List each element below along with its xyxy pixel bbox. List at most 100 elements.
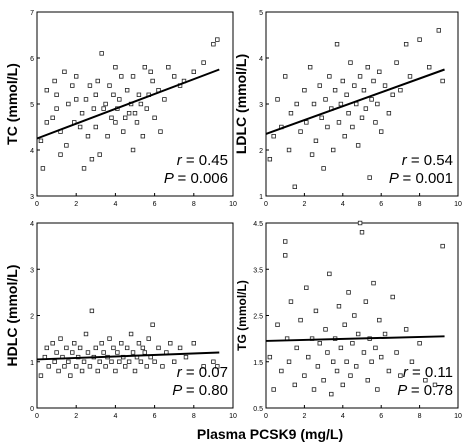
hdlc-data-point xyxy=(56,368,61,374)
hdlc-data-point xyxy=(171,359,177,364)
hdlc-data-point xyxy=(146,336,151,341)
hdlc-data-point xyxy=(83,331,89,337)
ldlc-data-point xyxy=(344,92,349,97)
ldlc-data-point xyxy=(319,115,324,120)
hdlc-data-point xyxy=(109,359,114,364)
tc-data-point xyxy=(171,74,177,79)
tg-data-point xyxy=(334,368,340,374)
tg-data-point xyxy=(365,378,370,383)
hdlc-data-point xyxy=(152,359,157,364)
ldlc-data-point xyxy=(317,83,322,88)
tc-data-point xyxy=(91,106,97,111)
tg-data-point xyxy=(302,373,307,378)
hdlc-data-point xyxy=(79,368,85,374)
tg-data-point xyxy=(321,378,326,383)
tg-data-point xyxy=(286,359,292,364)
ldlc-data-point xyxy=(361,88,367,93)
tc-data-point xyxy=(87,83,93,88)
tc-x-tick-label: 0 xyxy=(35,201,39,208)
ldlc-data-point xyxy=(359,115,365,120)
tc-x-tick-label: 6 xyxy=(153,201,157,208)
ldlc-data-point xyxy=(346,111,351,116)
hdlc-data-point xyxy=(126,359,132,364)
hdlc-data-point xyxy=(144,364,149,369)
tc-data-point xyxy=(85,133,91,139)
hdlc-data-point xyxy=(115,350,120,355)
hdlc-x-tick-label: 4 xyxy=(113,413,117,420)
ldlc-data-point xyxy=(338,101,344,107)
tg-data-point xyxy=(282,253,288,258)
tc-data-point xyxy=(62,69,67,74)
tg-data-point xyxy=(271,387,276,392)
tg-data-point xyxy=(279,368,284,374)
hdlc-r-stat: r = 0.07 xyxy=(177,364,228,381)
tg-data-point xyxy=(311,387,317,392)
ldlc-data-point xyxy=(377,69,382,74)
hdlc-data-point xyxy=(52,359,57,364)
ldlc-data-point xyxy=(373,120,378,125)
hdlc-data-point xyxy=(38,373,44,378)
hdlc-data-point xyxy=(124,345,130,351)
ldlc-data-point xyxy=(369,97,374,102)
ldlc-data-point xyxy=(367,175,372,180)
ldlc-p-stat: P = 0.001 xyxy=(389,170,453,187)
hdlc-data-point xyxy=(130,350,136,355)
tc-data-point xyxy=(152,115,157,120)
tg-data-point xyxy=(409,359,415,364)
tc-data-point xyxy=(58,152,63,157)
hdlc-x-tick-label: 0 xyxy=(35,413,39,420)
tg-data-point xyxy=(398,373,403,378)
tg-data-point xyxy=(382,331,388,337)
tc-data-point xyxy=(77,124,83,130)
ldlc-data-point xyxy=(332,88,338,93)
tc-data-point xyxy=(101,106,106,111)
ldlc-data-point xyxy=(330,147,336,153)
ldlc-x-tick-label: 6 xyxy=(379,201,383,208)
tg-data-point xyxy=(354,364,359,369)
ldlc-data-point xyxy=(323,97,328,102)
tc-y-tick-label: 7 xyxy=(30,10,34,17)
tc-data-point xyxy=(52,78,57,84)
ldlc-data-point xyxy=(321,166,326,171)
hdlc-data-point xyxy=(201,364,206,369)
tc-data-point xyxy=(148,69,153,74)
tg-data-point xyxy=(352,313,357,318)
tc-data-point xyxy=(74,74,79,79)
tg-data-point xyxy=(357,220,363,226)
hdlc-data-point xyxy=(97,359,102,364)
tg-data-point xyxy=(346,290,351,295)
tg-data-point xyxy=(417,341,422,346)
ldlc-regression-line xyxy=(265,68,445,135)
tg-data-point xyxy=(373,345,378,351)
hdlc-data-point xyxy=(211,359,216,364)
tc-data-point xyxy=(89,156,95,162)
tc-y-tick-label: 3 xyxy=(30,194,34,201)
tc-data-point xyxy=(111,92,116,97)
tg-data-point xyxy=(315,364,321,369)
hdlc-data-point xyxy=(107,336,112,341)
ldlc-data-point xyxy=(382,83,388,88)
tc-data-point xyxy=(119,74,124,79)
ldlc-x-tick-label: 0 xyxy=(264,201,268,208)
tg-data-point xyxy=(340,382,345,388)
tc-data-point xyxy=(201,60,206,65)
tc-x-tick-label: 10 xyxy=(229,201,237,208)
x-axis-label: Plasma PCSK9 (mg/L) xyxy=(197,426,343,442)
hdlc-data-point xyxy=(44,345,49,351)
hdlc-x-tick-label: 6 xyxy=(153,413,157,420)
tc-data-point xyxy=(66,101,71,107)
ldlc-data-point xyxy=(313,138,319,143)
tg-r-stat: r = 0.11 xyxy=(403,364,453,381)
hdlc-x-tick-label: 2 xyxy=(74,413,78,420)
tg-x-tick-label: 0 xyxy=(264,413,268,420)
hdlc-data-point xyxy=(183,354,189,360)
ldlc-y-tick-label: 2 xyxy=(259,148,263,155)
ldlc-data-point xyxy=(325,124,330,130)
tg-data-point xyxy=(323,327,328,332)
tc-data-point xyxy=(44,120,49,125)
ldlc-y-tick-label: 3 xyxy=(259,102,263,109)
tg-data-point xyxy=(361,350,367,355)
ldlc-data-point xyxy=(355,143,361,148)
tg-data-point xyxy=(294,345,299,351)
ldlc-x-tick-label: 8 xyxy=(418,201,422,208)
